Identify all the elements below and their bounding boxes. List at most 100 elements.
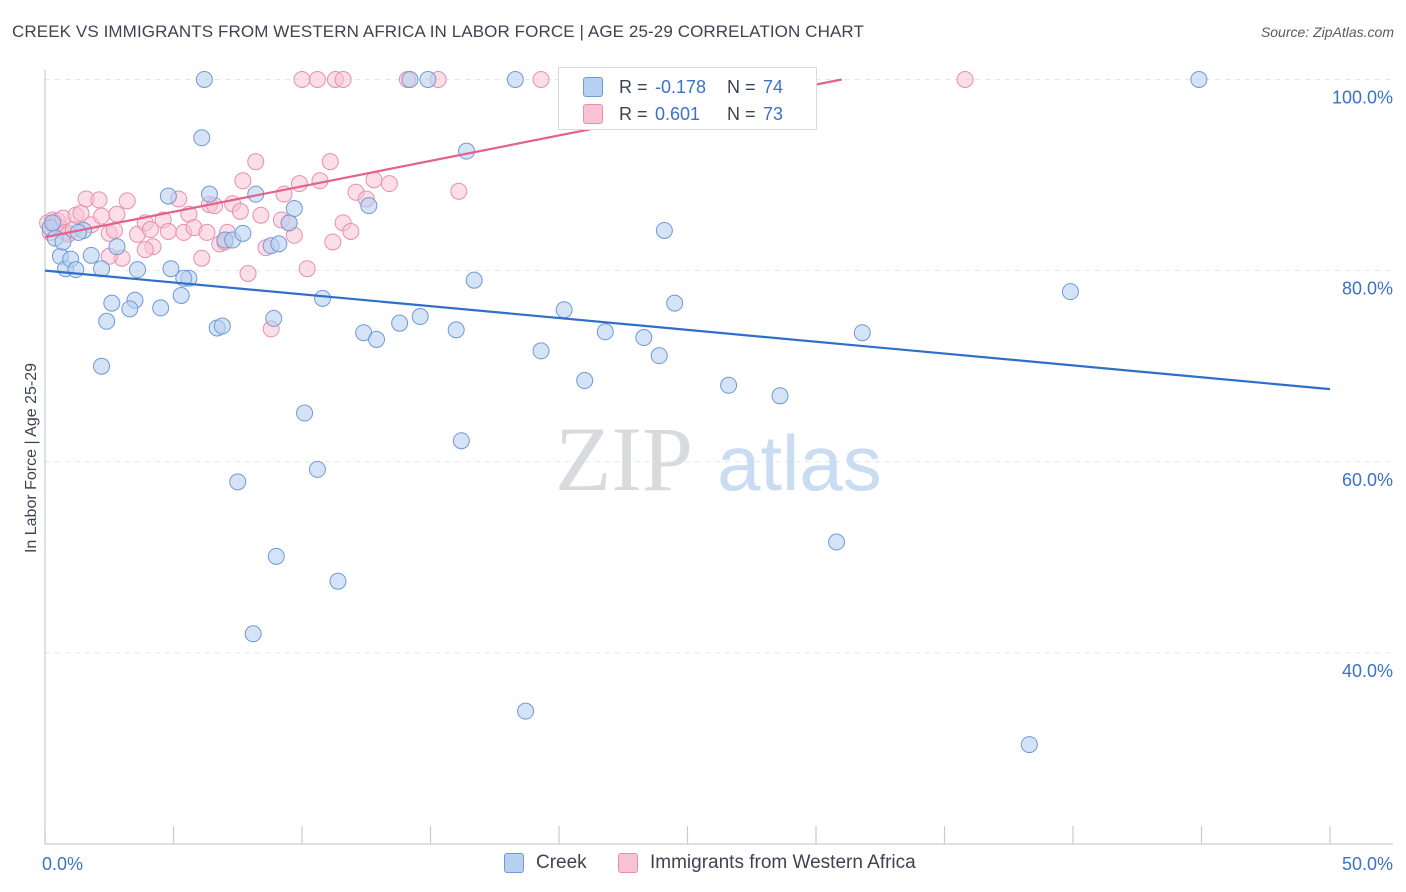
creek-point [93,357,111,375]
waf-point [93,207,111,225]
legend-swatch-creek [583,77,603,97]
waf-point [324,233,342,251]
series-legend: Creek Immigrants from Western Africa [0,852,1406,876]
waf-point [234,172,252,190]
creek-point [828,533,846,551]
legend-r-value: -0.178 [655,76,707,97]
legend-row-waf: R = 0.601 N = 73 [583,102,784,126]
creek-point [447,321,465,339]
creek-point [853,324,871,342]
axes [44,70,1393,845]
creek-point [152,299,170,317]
waf-point [380,175,398,193]
legend-swatch-creek [504,853,524,873]
y-tick-labels: 100.0% 80.0% 60.0% 40.0% [1332,88,1393,681]
waf-point [159,222,177,240]
gridlines [45,79,1393,654]
watermark-atlas: atlas [717,419,882,507]
creek-point [193,129,211,147]
waf-point [193,249,211,267]
waf-point [136,241,154,259]
creek-point [308,460,326,478]
creek-point [576,372,594,390]
creek-point [54,233,72,251]
legend-label-creek: Creek [536,852,587,873]
waf-point [90,191,108,209]
waf-point [956,71,974,88]
creek-point [506,71,524,88]
y-tick-label: 100.0% [1332,88,1393,108]
creek-point [159,187,177,205]
legend-item-waf: Immigrants from Western Africa [618,852,916,874]
waf-point [334,71,352,88]
waf-point [342,222,360,240]
creek-point [532,342,550,360]
creek-point [108,238,126,256]
legend-n-label: N = [727,76,756,97]
stats-legend: R = -0.178 N = 74 R = 0.601 N = 73 [558,67,817,130]
creek-point [195,71,213,88]
x-tick-label: 0.0% [42,854,83,874]
source-label: Source: ZipAtlas.com [1260,24,1394,40]
waf-point [231,202,249,220]
creek-point [285,200,303,218]
creek-point [103,294,121,312]
creek-point [1190,71,1208,88]
creek-point [229,473,247,491]
creek-point [244,625,262,643]
creek-point [162,260,180,278]
creek-point [401,71,419,88]
waf-point [450,182,468,200]
creek-point [213,317,231,335]
waf-point [293,71,311,88]
creek-point [452,432,470,450]
y-tick-label: 40.0% [1342,661,1393,681]
legend-r-label: R = [619,103,648,124]
creek-point [172,286,190,304]
legend-n-value: 73 [763,103,784,124]
creek-point [1061,283,1079,301]
waf-point [298,260,316,278]
creek-point [267,547,285,565]
waf-point [252,206,270,224]
creek-point [368,330,386,348]
creek-point [771,387,789,405]
waf-point [141,221,159,239]
creek-point [360,197,378,215]
creek-point [121,300,139,318]
creek-point [82,246,100,264]
y-axis-label: In Labor Force | Age 25-29 [23,363,40,553]
creek-point [650,347,668,365]
y-tick-label: 60.0% [1342,470,1393,490]
creek-point [280,214,298,232]
creek-point [720,376,738,394]
creek-point [329,572,347,590]
watermark-zip: ZIP [555,408,693,510]
creek-point [67,261,85,279]
waf-point [198,223,216,241]
creek-point [655,221,673,239]
waf-point [290,175,308,193]
watermark: ZIP atlas [555,408,882,510]
waf-point [118,192,136,210]
legend-n-value: 74 [763,76,784,97]
creek-point [666,294,684,312]
creek-point [596,323,614,341]
creek-point [129,261,147,279]
creek-point [296,404,314,422]
waf-point [321,153,339,171]
y-tick-label: 80.0% [1342,279,1393,299]
legend-r-value: 0.601 [655,103,701,124]
creek-point [265,309,283,327]
waf-point [247,153,265,171]
creek-point [200,185,218,203]
creek-point [270,235,288,253]
legend-swatch-waf [618,853,638,873]
waf-point [239,264,257,282]
creek-point [517,702,535,720]
creek-point [555,301,573,319]
legend-item-creek: Creek [504,852,587,874]
legend-n-label: N = [727,103,756,124]
series-creek-points [41,71,1208,754]
